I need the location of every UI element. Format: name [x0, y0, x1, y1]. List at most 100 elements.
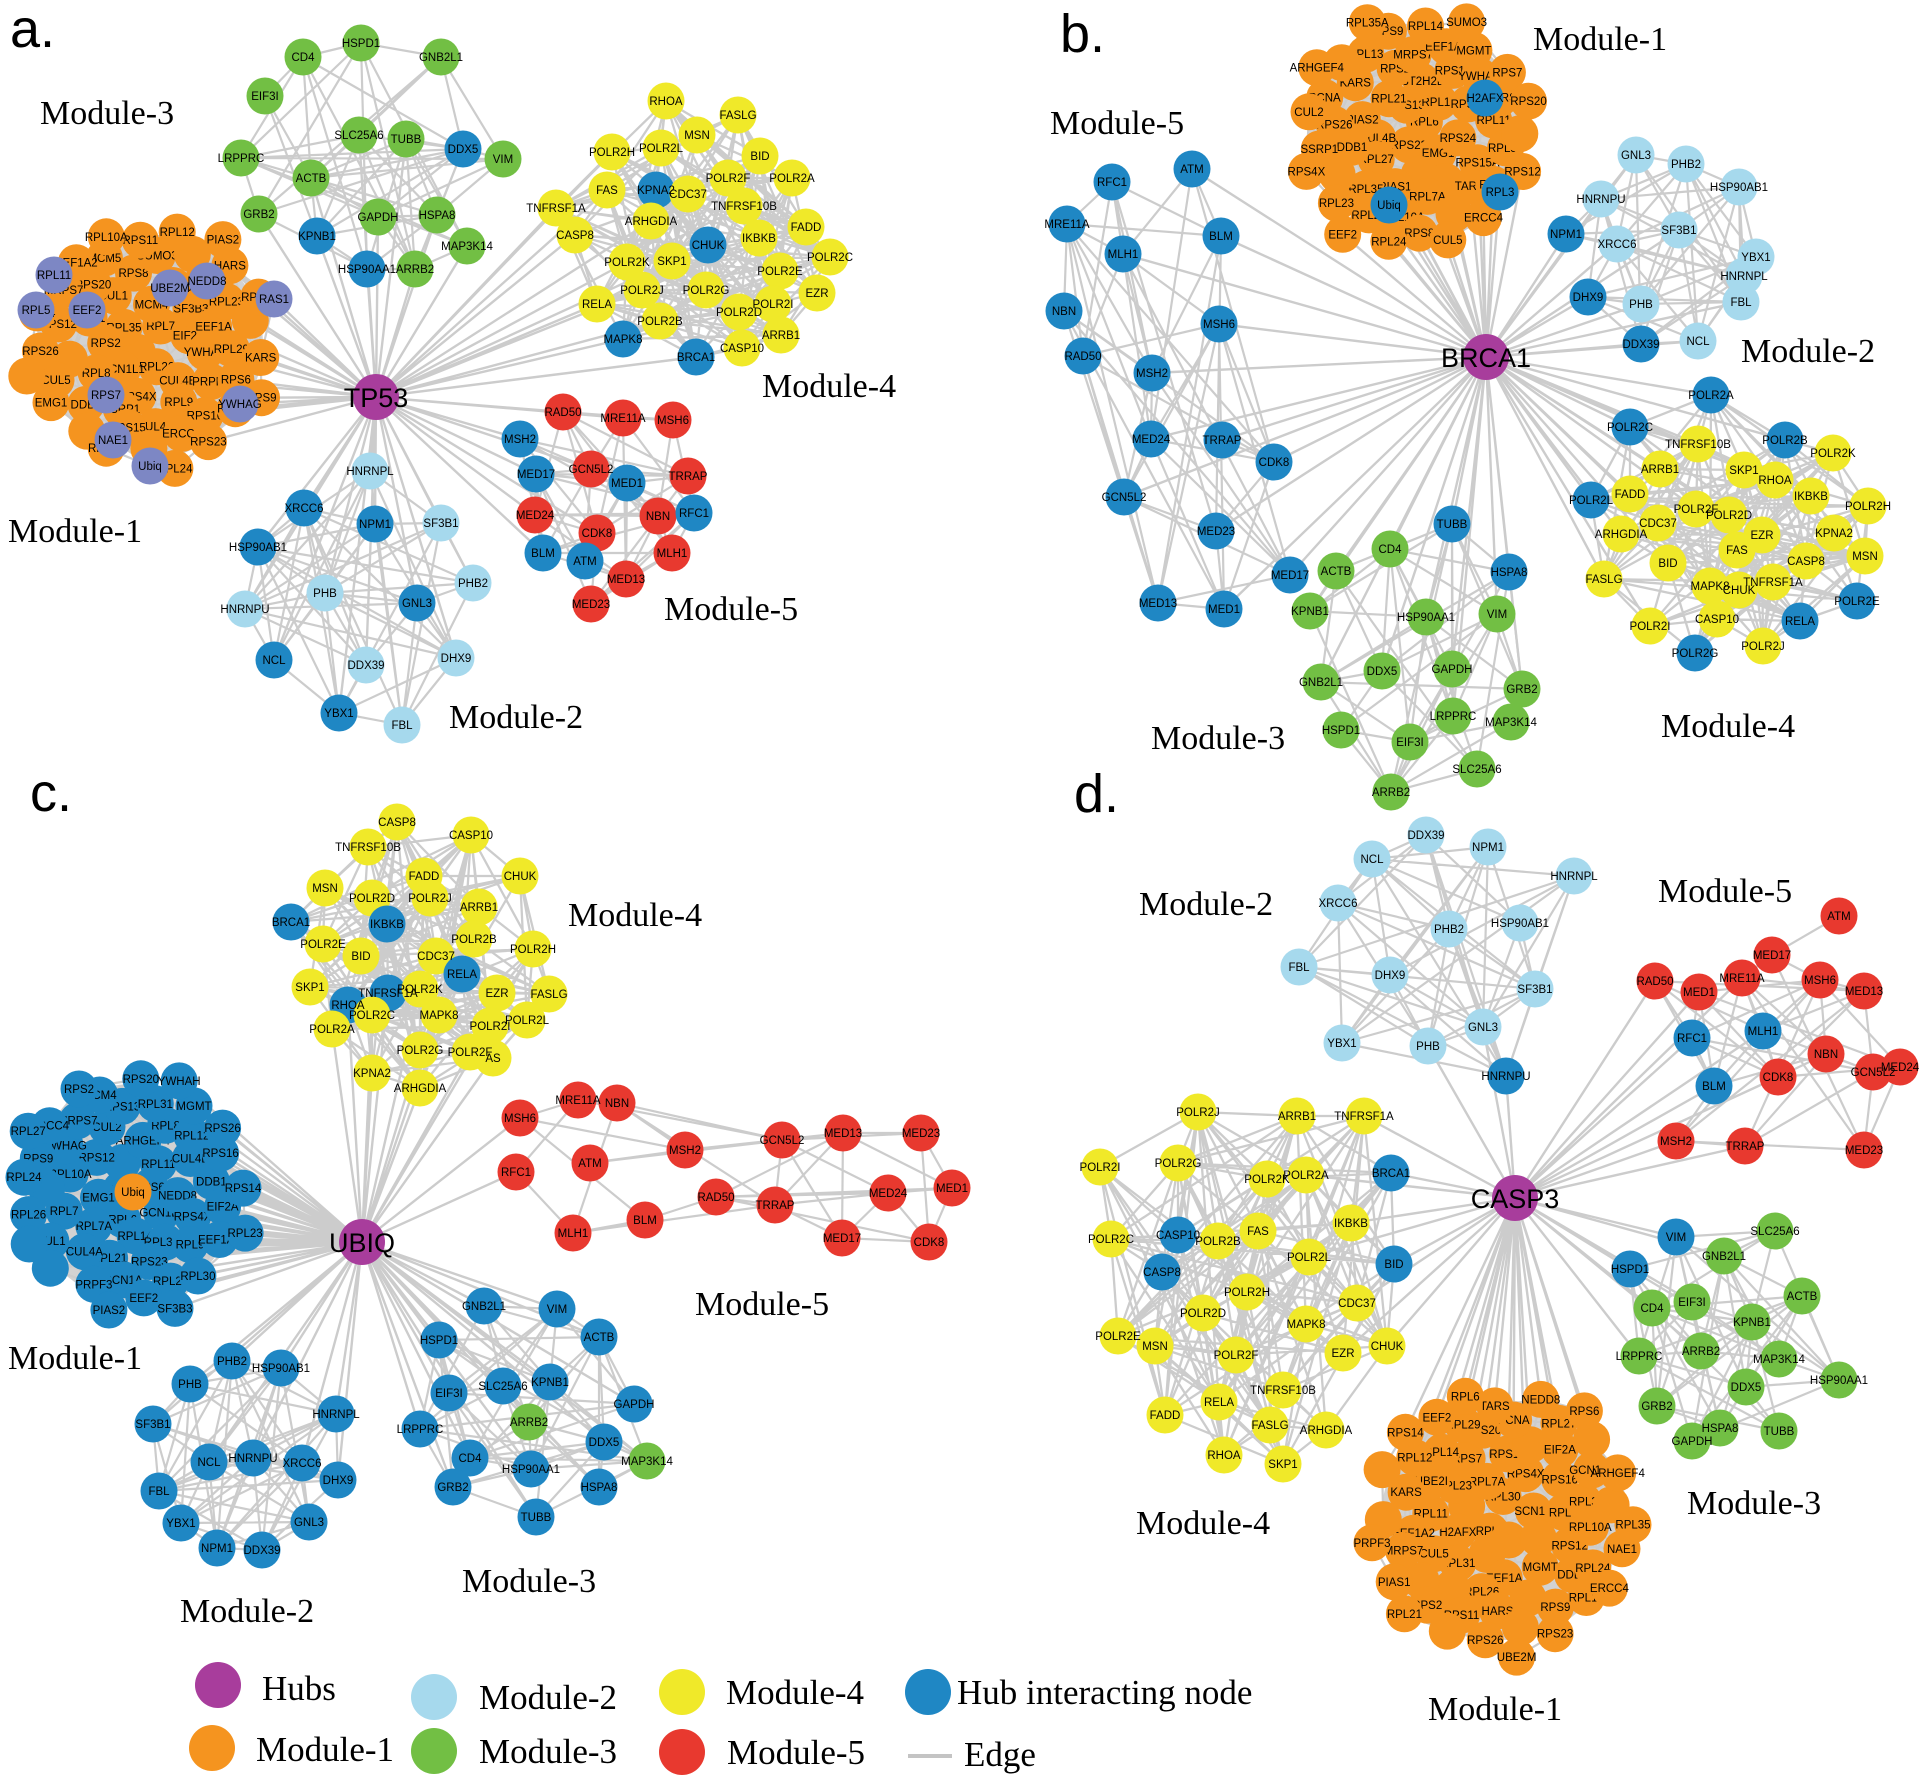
svg-text:MAPK8: MAPK8 [420, 1010, 459, 1022]
svg-text:RAS1: RAS1 [259, 294, 289, 306]
svg-text:RPS2: RPS2 [91, 338, 121, 350]
svg-text:HSPA8: HSPA8 [419, 210, 456, 222]
svg-text:GNB2L1: GNB2L1 [419, 52, 463, 64]
svg-text:HSP90AA1: HSP90AA1 [502, 1464, 560, 1476]
svg-text:PRPF3: PRPF3 [75, 1279, 112, 1291]
svg-text:POLR2L: POLR2L [639, 143, 684, 155]
svg-text:SLC25A6: SLC25A6 [1452, 764, 1501, 776]
svg-text:b.: b. [1060, 4, 1105, 64]
svg-text:CDK8: CDK8 [1763, 1072, 1794, 1084]
svg-text:EIF3I: EIF3I [1678, 1297, 1705, 1309]
svg-text:RPS7: RPS7 [1452, 1454, 1482, 1466]
svg-text:RPL12: RPL12 [1397, 1453, 1432, 1465]
svg-text:LRPPRC: LRPPRC [1616, 1351, 1663, 1363]
svg-text:GAPDH: GAPDH [614, 1399, 655, 1411]
svg-text:RAD50: RAD50 [1636, 976, 1673, 988]
svg-text:TARS: TARS [1480, 1401, 1510, 1413]
svg-text:MSH2: MSH2 [504, 434, 536, 446]
svg-text:IKBKB: IKBKB [370, 919, 404, 931]
svg-text:Module-4: Module-4 [762, 368, 896, 405]
svg-text:EIF3I: EIF3I [1396, 737, 1423, 749]
svg-text:SUMO3: SUMO3 [1446, 17, 1487, 29]
svg-text:XRCC6: XRCC6 [1319, 898, 1358, 910]
svg-text:RPL27: RPL27 [1541, 1418, 1576, 1430]
svg-text:CHUK: CHUK [1371, 1341, 1404, 1353]
svg-text:SLC25A6: SLC25A6 [334, 130, 383, 142]
svg-text:FBL: FBL [1730, 297, 1752, 309]
svg-text:HNRNPL: HNRNPL [346, 466, 394, 478]
svg-text:MED23: MED23 [1197, 526, 1235, 538]
svg-text:Ubiq: Ubiq [121, 1187, 145, 1199]
svg-text:HSP90AA1: HSP90AA1 [338, 264, 396, 276]
svg-text:HSPA8: HSPA8 [581, 1482, 618, 1494]
svg-text:CUL5: CUL5 [41, 375, 70, 387]
svg-text:KPNA2: KPNA2 [637, 185, 675, 197]
svg-text:ARHGDIA: ARHGDIA [625, 216, 678, 228]
svg-text:EZR: EZR [806, 288, 829, 300]
svg-text:NBN: NBN [1814, 1049, 1838, 1061]
svg-text:CASP10: CASP10 [449, 830, 493, 842]
svg-text:PHB: PHB [1629, 299, 1653, 311]
svg-text:RPS4X: RPS4X [1507, 1469, 1545, 1481]
svg-text:HSP90AB1: HSP90AB1 [252, 1363, 310, 1375]
svg-text:RPS6: RPS6 [221, 375, 251, 387]
svg-text:POLR2D: POLR2D [716, 307, 762, 319]
svg-text:NBN: NBN [1052, 306, 1076, 318]
svg-text:BID: BID [351, 951, 370, 963]
svg-text:DDX5: DDX5 [589, 1437, 620, 1449]
svg-text:POLR2F: POLR2F [706, 173, 751, 185]
svg-text:Module-2: Module-2 [180, 1593, 314, 1630]
svg-text:RPS8: RPS8 [1404, 228, 1434, 240]
svg-text:GCN5L2: GCN5L2 [569, 464, 614, 476]
svg-text:POLR2C: POLR2C [807, 252, 853, 264]
svg-text:EZR: EZR [1751, 530, 1774, 542]
svg-text:CASP8: CASP8 [378, 817, 416, 829]
svg-text:PHB: PHB [1416, 1041, 1440, 1053]
svg-text:ARHGEF4: ARHGEF4 [1290, 63, 1345, 75]
svg-text:CASP3: CASP3 [1471, 1184, 1560, 1214]
svg-text:UBIQ: UBIQ [329, 1228, 395, 1258]
svg-text:Module-3: Module-3 [479, 1732, 617, 1771]
svg-text:MGMT: MGMT [1456, 45, 1491, 57]
svg-text:EMG1: EMG1 [82, 1192, 115, 1204]
svg-text:NPM1: NPM1 [1472, 842, 1504, 854]
svg-text:NPM1: NPM1 [1550, 229, 1582, 241]
svg-text:RPL10A: RPL10A [1569, 1522, 1612, 1534]
svg-text:HNRNPL: HNRNPL [1720, 271, 1768, 283]
svg-text:RFC1: RFC1 [1097, 177, 1127, 189]
svg-text:MLH1: MLH1 [657, 548, 688, 560]
svg-text:MED1: MED1 [1683, 987, 1715, 999]
svg-text:DHX9: DHX9 [323, 1475, 354, 1487]
svg-text:SKP1: SKP1 [295, 982, 324, 994]
svg-text:Module-3: Module-3 [462, 1563, 596, 1600]
svg-text:HSPA8: HSPA8 [1491, 567, 1528, 579]
svg-text:RPS24: RPS24 [1440, 133, 1477, 145]
svg-text:MAP3K14: MAP3K14 [621, 1456, 673, 1468]
svg-text:POLR2A: POLR2A [769, 173, 815, 185]
svg-text:POLR2A: POLR2A [1283, 1170, 1329, 1182]
svg-text:MED17: MED17 [823, 1233, 861, 1245]
svg-text:RPL21: RPL21 [1371, 94, 1406, 106]
svg-text:CUL4B: CUL4B [172, 1154, 209, 1166]
svg-text:YBX1: YBX1 [1327, 1038, 1356, 1050]
svg-text:BRCA1: BRCA1 [1372, 1168, 1410, 1180]
svg-text:Ubiq: Ubiq [138, 461, 162, 473]
svg-text:VIM: VIM [1666, 1232, 1686, 1244]
svg-text:RPS9: RPS9 [1540, 1602, 1570, 1614]
svg-text:MRPS7: MRPS7 [1384, 1545, 1424, 1557]
svg-text:c.: c. [30, 763, 72, 823]
svg-text:RPS23: RPS23 [1391, 140, 1427, 152]
svg-text:HNRNPU: HNRNPU [220, 604, 269, 616]
svg-text:MED1: MED1 [611, 478, 643, 490]
svg-text:IKBKB: IKBKB [1334, 1218, 1368, 1230]
svg-text:RPL35: RPL35 [1615, 1520, 1650, 1532]
svg-text:RPS2: RPS2 [64, 1084, 94, 1096]
svg-text:CUL2: CUL2 [92, 1122, 121, 1134]
svg-text:PHB: PHB [178, 1379, 202, 1391]
svg-text:PHB2: PHB2 [1434, 924, 1464, 936]
svg-text:MED24: MED24 [869, 1188, 908, 1200]
svg-text:RPL24: RPL24 [1371, 236, 1407, 248]
svg-text:HNRNPU: HNRNPU [1481, 1071, 1530, 1083]
svg-text:ARRB2: ARRB2 [1682, 1346, 1720, 1358]
svg-text:CASP10: CASP10 [720, 343, 764, 355]
